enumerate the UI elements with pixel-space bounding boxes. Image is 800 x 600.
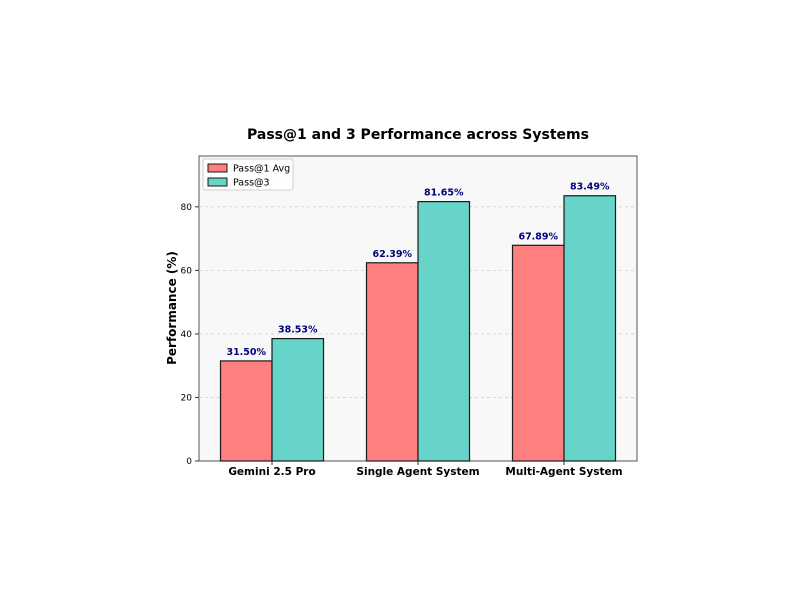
x-tick-label: Gemini 2.5 Pro bbox=[228, 466, 315, 478]
bar-pass3 bbox=[417, 200, 471, 462]
legend-label: Pass@1 Avg bbox=[233, 164, 290, 175]
bar-pass3 bbox=[271, 337, 325, 462]
bar-pass1-avg bbox=[511, 244, 565, 462]
legend-label: Pass@3 bbox=[233, 178, 270, 189]
x-tick-label: Single Agent System bbox=[356, 466, 479, 478]
data-labels: 31.50% 38.53% 62.39% 81.65% 67.89% 83.49% bbox=[226, 182, 610, 358]
bars bbox=[219, 195, 617, 462]
bar-value-label: 83.49% bbox=[570, 182, 610, 193]
y-tick-label: 80 bbox=[181, 203, 193, 213]
legend-swatch bbox=[207, 163, 228, 173]
y-axis-title: Performance (%) bbox=[165, 251, 179, 365]
bar-value-label: 38.53% bbox=[278, 325, 318, 336]
y-axis: 0 20 40 60 80 bbox=[181, 203, 199, 467]
bar-value-label: 62.39% bbox=[372, 249, 412, 260]
x-axis: Gemini 2.5 Pro Single Agent System Multi-A… bbox=[228, 461, 623, 478]
x-tick-label: Multi-Agent System bbox=[505, 466, 622, 478]
y-tick-label: 0 bbox=[186, 457, 192, 467]
bar-value-label: 81.65% bbox=[424, 188, 464, 199]
bar-value-label: 67.89% bbox=[518, 231, 558, 242]
y-tick-label: 60 bbox=[181, 266, 193, 276]
bar-pass1-avg bbox=[365, 262, 419, 462]
bar-value-label: 31.50% bbox=[226, 347, 266, 358]
bar-pass1-avg bbox=[219, 360, 273, 462]
y-tick-label: 40 bbox=[181, 330, 193, 340]
chart-title: Pass@1 and 3 Performance across Systems bbox=[247, 127, 589, 143]
legend: Pass@1 Avg Pass@3 bbox=[202, 158, 294, 191]
legend-swatch bbox=[207, 177, 228, 187]
bar-pass3 bbox=[563, 195, 617, 462]
y-tick-label: 20 bbox=[181, 393, 193, 403]
